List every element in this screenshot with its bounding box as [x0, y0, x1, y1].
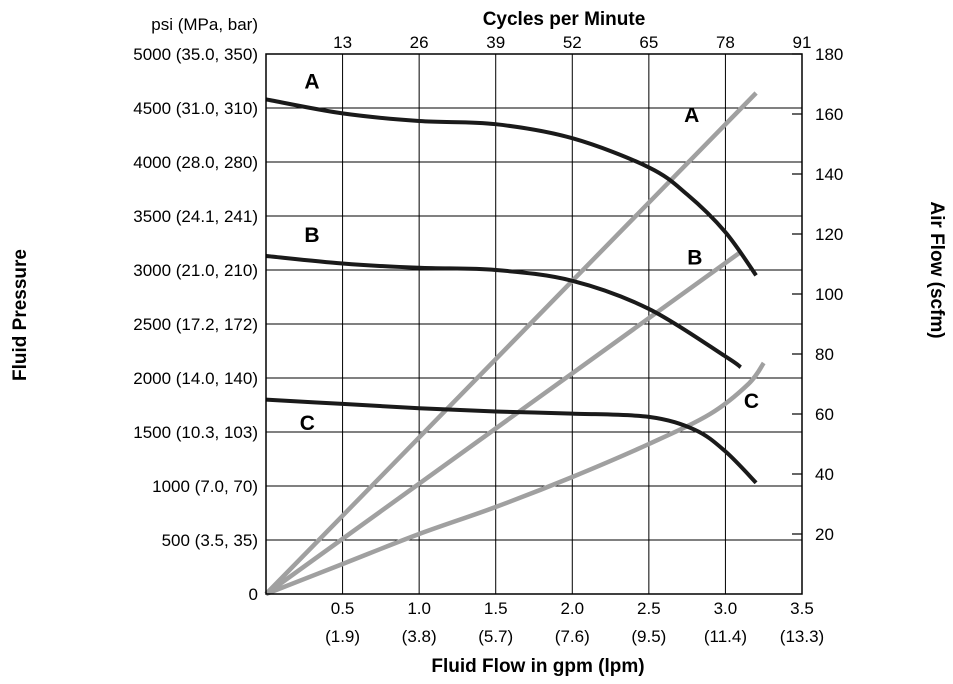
air-flow-label-b: B — [687, 247, 702, 270]
air-flow-label-a: A — [684, 104, 699, 127]
left-axis-title: Fluid Pressure — [10, 249, 31, 381]
fluid-pressure-label-b: B — [304, 224, 319, 247]
tick-labels: 0.5 (1.9) 1.0 (3.8) 1.5 (5.7) 2.0 (7.6) 2.5 (9.5)… — [133, 33, 843, 646]
top-tick-label: 52 — [563, 33, 582, 52]
right-tick-label: 60 — [815, 405, 834, 424]
fluid-pressure-curve-b — [265, 254, 742, 369]
top-axis-title: Cycles per Minute — [483, 9, 646, 30]
bottom-axis-title: Fluid Flow in gpm (lpm) — [431, 656, 644, 677]
right-tick-label: 80 — [815, 345, 834, 364]
fluid-pressure-label-a: A — [304, 71, 319, 94]
top-tick-label: 65 — [639, 33, 658, 52]
top-tick-label: 13 — [333, 33, 352, 52]
right-tick-label: 20 — [815, 525, 834, 544]
x-tick-sublabel: (11.4) — [704, 627, 747, 646]
right-tick-label: 160 — [815, 105, 843, 124]
y-tick-label: 2000 (14.0, 140) — [133, 369, 258, 388]
right-tick-label: 100 — [815, 285, 843, 304]
plot-frame — [265, 53, 803, 595]
fluid-pressure-label-c: C — [300, 412, 315, 435]
right-tick-label: 120 — [815, 225, 843, 244]
x-tick-sublabel: (3.8) — [402, 627, 437, 646]
y-tick-label: 2500 (17.2, 172) — [133, 315, 258, 334]
left-axis-unit-header: psi (MPa, bar) — [151, 15, 258, 34]
x-tick-label: 0.5 — [331, 599, 355, 618]
x-tick-sublabel: (5.7) — [478, 627, 513, 646]
x-tick-label: 1.0 — [407, 599, 431, 618]
y-tick-label: 1500 (10.3, 103) — [133, 423, 258, 442]
y-tick-label: 3000 (21.0, 210) — [133, 261, 258, 280]
top-tick-label: 78 — [716, 33, 735, 52]
x-tick-sublabel: (1.9) — [325, 627, 360, 646]
top-tick-label: 91 — [793, 33, 812, 52]
air-flow-curve-a — [264, 91, 758, 596]
top-tick-label: 26 — [410, 33, 429, 52]
fluid-pressure-curve-c — [265, 397, 758, 485]
curve-labels: A B C A B C — [300, 71, 759, 435]
y-tick-label: 5000 (35.0, 350) — [133, 45, 258, 64]
y-tick-label: 0 — [249, 585, 258, 604]
x-tick-label: 1.5 — [484, 599, 508, 618]
y-tick-label: 1000 (7.0, 70) — [152, 477, 258, 496]
y-tick-label: 500 (3.5, 35) — [162, 531, 258, 550]
y-tick-label: 3500 (24.1, 241) — [133, 207, 258, 226]
fluid-pressure-curve-a — [265, 97, 758, 277]
air-flow-label-c: C — [744, 390, 759, 413]
x-tick-sublabel: (7.6) — [555, 627, 590, 646]
air-flow-curve-c — [265, 361, 766, 597]
y-tick-label: 4000 (28.0, 280) — [133, 153, 258, 172]
x-tick-label: 2.0 — [560, 599, 584, 618]
right-tick-label: 140 — [815, 165, 843, 184]
curves — [264, 91, 766, 597]
y-tick-label: 4500 (31.0, 310) — [133, 99, 258, 118]
x-tick-label: 3.0 — [714, 599, 738, 618]
x-tick-sublabel: (13.3) — [780, 627, 824, 646]
x-tick-label: 3.5 — [790, 599, 814, 618]
right-axis-title: Air Flow (scfm) — [926, 201, 947, 338]
air-flow-curve-b — [264, 250, 743, 596]
right-tick-label: 180 — [815, 45, 843, 64]
top-tick-label: 39 — [486, 33, 505, 52]
right-tick-label: 40 — [815, 465, 834, 484]
x-tick-sublabel: (9.5) — [631, 627, 666, 646]
x-tick-label: 2.5 — [637, 599, 661, 618]
